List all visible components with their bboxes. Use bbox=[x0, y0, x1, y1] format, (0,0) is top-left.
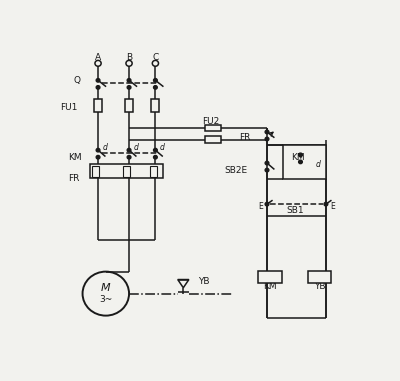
Circle shape bbox=[299, 160, 302, 164]
Text: FR: FR bbox=[69, 174, 80, 183]
Circle shape bbox=[96, 148, 100, 152]
Bar bbox=[283, 146, 326, 179]
Text: E: E bbox=[330, 202, 335, 211]
Text: E: E bbox=[258, 202, 263, 211]
Text: d: d bbox=[160, 143, 165, 152]
Text: SB1: SB1 bbox=[286, 206, 304, 215]
Circle shape bbox=[154, 148, 157, 152]
Text: FU1: FU1 bbox=[60, 103, 77, 112]
Circle shape bbox=[96, 155, 100, 159]
Bar bbox=[308, 271, 332, 283]
Circle shape bbox=[96, 78, 100, 82]
Text: B: B bbox=[126, 53, 132, 62]
Text: d: d bbox=[133, 143, 138, 152]
Text: 3~: 3~ bbox=[99, 295, 112, 304]
Circle shape bbox=[299, 153, 302, 157]
Text: YB: YB bbox=[314, 282, 326, 291]
Text: Q: Q bbox=[73, 77, 80, 85]
Circle shape bbox=[265, 168, 269, 172]
Circle shape bbox=[127, 155, 131, 159]
Bar bbox=[205, 125, 220, 131]
Bar bbox=[205, 136, 220, 143]
Text: M: M bbox=[101, 283, 111, 293]
Circle shape bbox=[265, 161, 269, 165]
Bar bbox=[90, 164, 163, 178]
Bar bbox=[258, 271, 282, 283]
Text: d: d bbox=[102, 143, 107, 152]
Bar bbox=[92, 166, 99, 176]
Circle shape bbox=[154, 78, 157, 82]
Circle shape bbox=[265, 137, 269, 141]
Circle shape bbox=[324, 202, 328, 206]
Text: KM: KM bbox=[263, 282, 277, 291]
Text: A: A bbox=[95, 53, 101, 62]
Text: KM: KM bbox=[69, 153, 82, 162]
Circle shape bbox=[265, 202, 269, 206]
Circle shape bbox=[127, 86, 131, 89]
Text: C: C bbox=[152, 53, 158, 62]
Circle shape bbox=[154, 86, 157, 89]
Circle shape bbox=[127, 78, 131, 82]
Bar bbox=[125, 99, 133, 112]
Text: SB2E: SB2E bbox=[225, 166, 248, 175]
Text: FU2: FU2 bbox=[202, 117, 220, 126]
Circle shape bbox=[154, 155, 157, 159]
Text: FR: FR bbox=[240, 133, 251, 142]
Text: KM: KM bbox=[291, 153, 305, 162]
Circle shape bbox=[265, 130, 269, 134]
Bar bbox=[124, 166, 130, 176]
Text: d: d bbox=[316, 160, 321, 169]
Circle shape bbox=[96, 86, 100, 89]
Bar bbox=[151, 99, 160, 112]
Bar bbox=[94, 99, 102, 112]
Bar bbox=[150, 166, 157, 176]
Circle shape bbox=[127, 148, 131, 152]
Text: YB: YB bbox=[198, 277, 210, 287]
